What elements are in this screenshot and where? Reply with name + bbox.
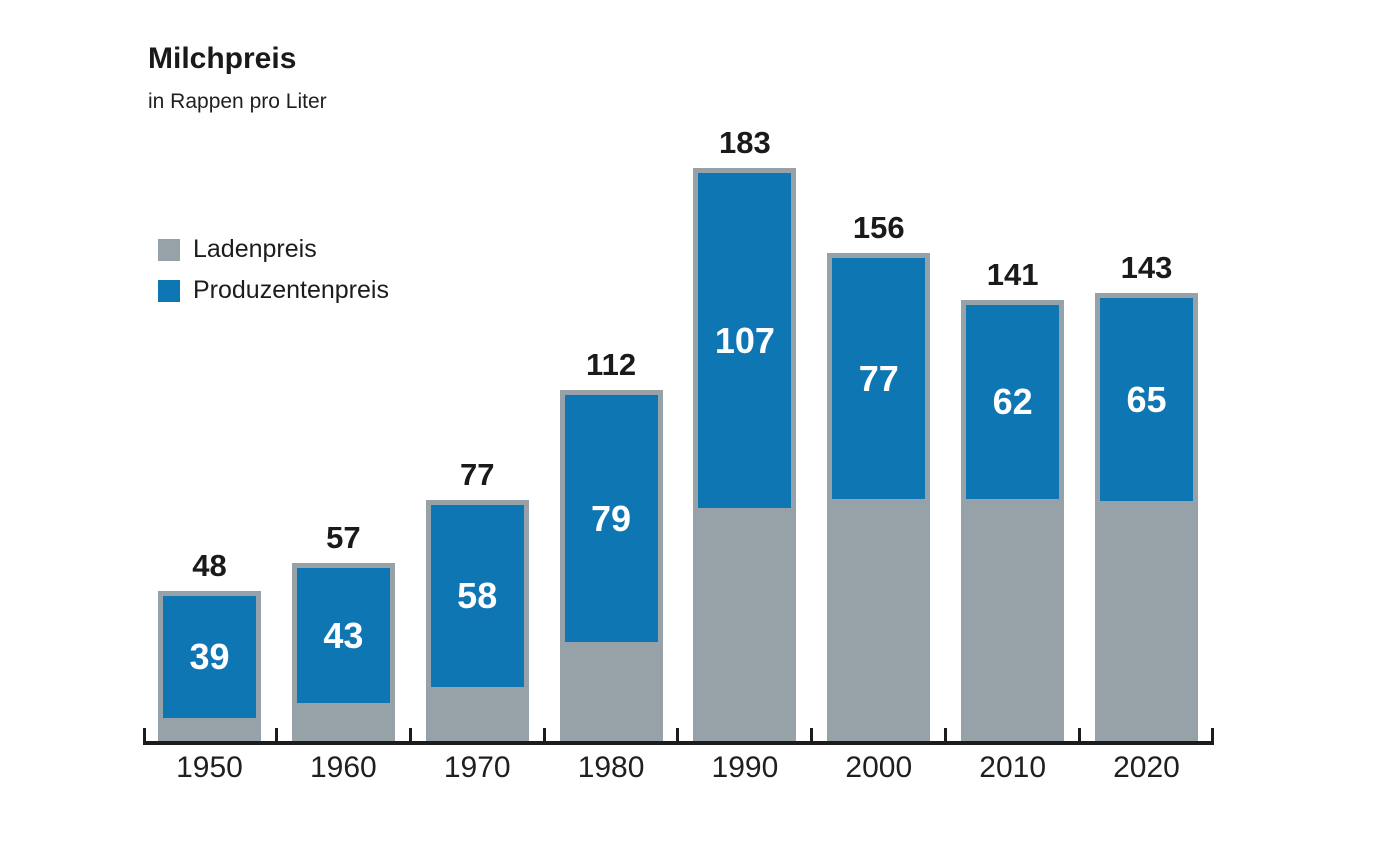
x-axis-tick (274, 728, 278, 741)
x-axis-tick (810, 728, 814, 741)
bar-total-1950: 39 (158, 591, 261, 741)
bar-total-value-2020: 143 (1120, 250, 1173, 285)
x-axis-label-1950: 1950 (176, 751, 243, 784)
bar-producer-2010: 62 (966, 305, 1060, 499)
legend-label-ladenpreis: Ladenpreis (193, 235, 317, 263)
chart-title: Milchpreis (148, 42, 297, 75)
bar-total-value-1990: 183 (719, 125, 771, 160)
bar-producer-value-1980: 79 (591, 497, 632, 539)
x-axis-label-1980: 1980 (577, 751, 645, 784)
bar-producer-1950: 39 (163, 596, 256, 718)
bar-total-value-2000: 156 (852, 210, 905, 245)
x-axis-label-1960: 1960 (309, 751, 377, 784)
bar-producer-value-1990: 107 (714, 319, 775, 361)
x-axis-label-2010: 2010 (979, 751, 1047, 784)
x-axis-label-2000: 2000 (845, 751, 913, 784)
legend-swatch-produzentenpreis (158, 279, 180, 302)
bar-producer-1990: 107 (698, 173, 792, 508)
bar-total-1960: 43 (291, 563, 395, 741)
x-axis-line (143, 741, 1214, 745)
bar-producer-value-2010: 62 (992, 381, 1033, 422)
legend-label-produzentenpreis: Produzentenpreis (193, 276, 389, 304)
bar-total-1980: 79 (559, 390, 663, 741)
chart-subtitle: in Rappen pro Liter (148, 90, 327, 113)
bar-total-1990: 107 (693, 168, 797, 741)
bar-total-2000: 77 (827, 253, 931, 741)
x-axis-label-2020: 2020 (1113, 751, 1180, 784)
bar-producer-value-1950: 39 (189, 636, 230, 677)
x-axis-label-1970: 1970 (443, 751, 511, 784)
bar-producer-2000: 77 (832, 258, 926, 499)
x-axis-tick (1211, 728, 1214, 741)
bar-producer-value-1970: 58 (457, 575, 498, 616)
legend: Ladenpreis Produzentenpreis (158, 237, 389, 319)
bar-producer-1970: 58 (430, 505, 524, 687)
bar-total-1970: 58 (425, 500, 529, 741)
legend-item-ladenpreis: Ladenpreis (158, 237, 389, 262)
bar-total-value-1950: 48 (192, 548, 227, 583)
bar-total-value-1980: 112 (586, 347, 637, 382)
bar-total-value-1970: 77 (459, 457, 495, 492)
x-axis-tick (542, 728, 546, 741)
bar-producer-value-2020: 65 (1126, 378, 1167, 420)
bar-producer-1980: 79 (564, 395, 658, 642)
bar-total-value-1960: 57 (326, 520, 361, 555)
x-axis-label-1990: 1990 (711, 751, 779, 784)
x-axis-tick (676, 728, 680, 741)
legend-swatch-ladenpreis (158, 238, 180, 261)
bar-producer-2020: 65 (1099, 298, 1193, 501)
bar-total-2020: 65 (1094, 293, 1198, 741)
bar-producer-1960: 43 (296, 568, 390, 703)
bar-producer-value-2000: 77 (858, 357, 899, 399)
x-axis-tick (143, 728, 146, 741)
bar-total-value-2010: 141 (986, 257, 1039, 292)
bar-total-2010: 62 (961, 300, 1065, 741)
x-axis-tick (944, 728, 948, 741)
legend-item-produzentenpreis: Produzentenpreis (158, 278, 389, 303)
bar-producer-value-1960: 43 (323, 614, 364, 656)
x-axis-tick (408, 728, 412, 741)
x-axis-tick (1078, 728, 1082, 741)
